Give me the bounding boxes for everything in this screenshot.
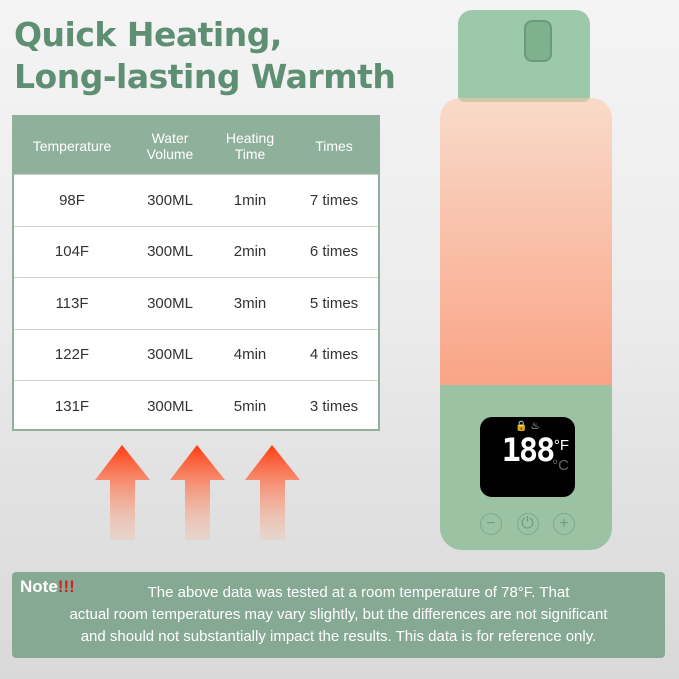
lid-clip	[524, 20, 552, 62]
headline-line1: Quick Heating,	[14, 15, 282, 54]
table-row: 131F 300ML 5min 3 times	[14, 380, 378, 432]
table-cell: 300ML	[147, 243, 193, 261]
power-button[interactable]: ⏻	[516, 513, 539, 535]
unit-fahrenheit: °F	[553, 437, 569, 454]
table-cell: 98F	[59, 191, 85, 209]
unit-celsius: °C	[552, 457, 569, 474]
heating-table: Temperature Water Volume Heating Time Ti…	[12, 115, 380, 431]
headline: Quick Heating, Long-lasting Warmth	[14, 14, 396, 98]
note-exclamation: !!!	[57, 577, 75, 596]
table-cell: 300ML	[147, 397, 193, 415]
note-line3: and should not substantially impact the …	[80, 628, 597, 645]
table-cell: 122F	[54, 346, 90, 364]
table-cell: 5min	[233, 397, 267, 415]
up-arrow-icon	[95, 445, 150, 540]
table-cell: 300ML	[147, 294, 193, 312]
heat-arrows	[95, 445, 300, 540]
headline-line2: Long-lasting Warmth	[14, 57, 396, 96]
table-cell: 2min	[233, 243, 267, 261]
table-cell: 300ML	[147, 346, 193, 364]
table-cell: 1min	[233, 191, 267, 209]
table-cell: 5 times	[309, 294, 359, 312]
display-digits: 188	[501, 431, 556, 469]
header-water-volume: Water Volume	[146, 129, 194, 162]
table-cell: 3 times	[309, 397, 359, 415]
header-temperature: Temperature	[32, 137, 112, 154]
table-cell: 104F	[54, 243, 90, 261]
digital-display: 🔒 ♨ 188 °F °C	[480, 417, 575, 497]
note-word: Note	[20, 577, 58, 596]
up-arrow-icon	[170, 445, 225, 540]
bottle-base: 🔒 ♨ 188 °F °C − ⏻ +	[440, 385, 612, 550]
minus-button[interactable]: −	[480, 513, 502, 535]
table-row: 113F 300ML 3min 5 times	[14, 277, 378, 329]
note-line2: actual room temperatures may vary slight…	[69, 606, 608, 623]
table-row: 98F 300ML 1min 7 times	[14, 174, 378, 226]
lock-heat-icon: 🔒 ♨	[515, 421, 540, 432]
table-cell: 131F	[54, 397, 90, 415]
bottle-glass	[440, 98, 612, 388]
table-cell: 7 times	[309, 191, 359, 209]
table-cell: 3min	[233, 294, 267, 312]
plus-button[interactable]: +	[553, 513, 575, 535]
header-heating-time: Heating Time	[225, 129, 275, 162]
table-cell: 6 times	[309, 243, 359, 261]
table-cell: 4min	[233, 346, 267, 364]
note-box: Note!!! The above data was tested at a r…	[12, 572, 665, 658]
note-label: Note!!!	[20, 576, 75, 598]
bottle-lid	[458, 10, 590, 102]
up-arrow-icon	[245, 445, 300, 540]
header-times: Times	[315, 137, 353, 154]
table-cell: 113F	[55, 294, 89, 312]
table-row: 104F 300ML 2min 6 times	[14, 225, 378, 278]
note-line1: The above data was tested at a room temp…	[147, 584, 570, 601]
table-row: 122F 300ML 4min 4 times	[14, 328, 378, 381]
table-cell: 4 times	[309, 346, 359, 364]
table-cell: 300ML	[147, 191, 193, 209]
table-header: Temperature Water Volume Heating Time Ti…	[14, 117, 378, 174]
bottle-warmer-image: 🔒 ♨ 188 °F °C − ⏻ +	[420, 10, 625, 550]
